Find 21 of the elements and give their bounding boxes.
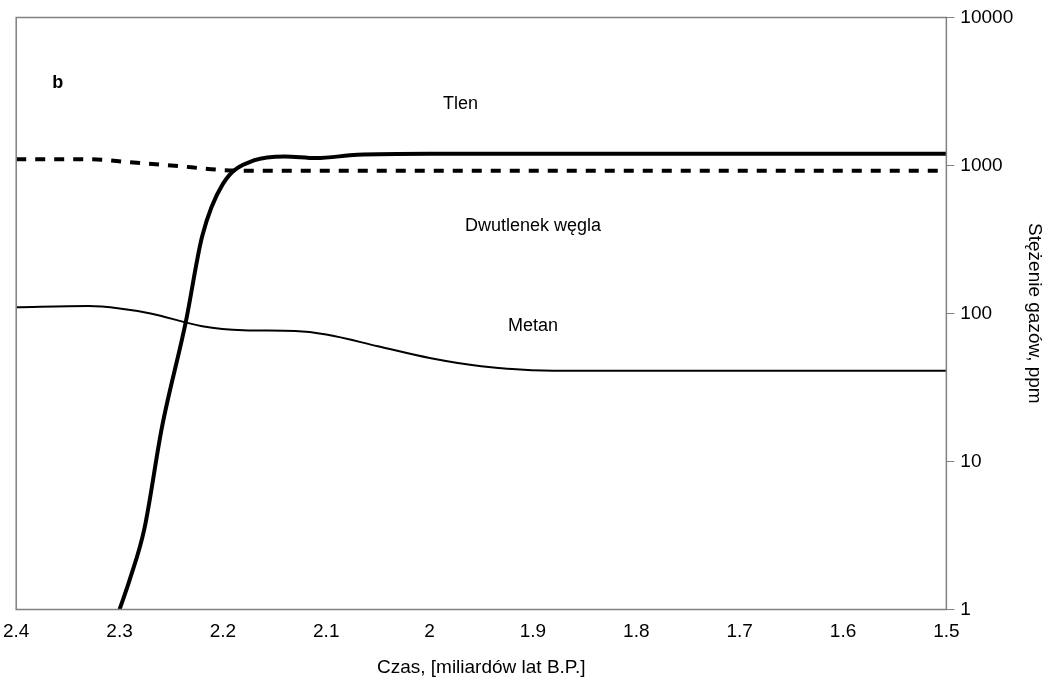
- y-tick-label: 100: [960, 301, 993, 323]
- x-tick-label: 2.1: [313, 620, 340, 642]
- annotation: b: [52, 72, 64, 93]
- x-tick-label: 2: [424, 620, 435, 642]
- x-tick-label: 2.4: [3, 620, 30, 642]
- x-tick-label: 1.5: [933, 620, 960, 642]
- text: Dwutlenek węgla: [464, 214, 602, 235]
- y-tick-label: 1000: [960, 153, 1003, 175]
- x-tick-label: 2.3: [106, 620, 133, 642]
- x-axis-title: Czas, [miliardów lat B.P.]: [376, 655, 586, 677]
- x-tick-label: 1.6: [829, 620, 857, 642]
- x-tick-label: 2.2: [209, 620, 237, 642]
- y-tick-label: 10000: [960, 5, 1014, 27]
- text: Tlen: [443, 92, 479, 113]
- x-tick-label: 1.8: [623, 620, 650, 642]
- x-tick-label: 1.9: [519, 620, 547, 642]
- x-tick-label: 1.7: [726, 620, 753, 642]
- y-tick-label: 1: [960, 597, 971, 619]
- y-tick-label: 10: [960, 449, 982, 471]
- series-label: Metan: [507, 314, 558, 335]
- y-axis-title: Stężenie gazów, ppm: [1025, 223, 1047, 404]
